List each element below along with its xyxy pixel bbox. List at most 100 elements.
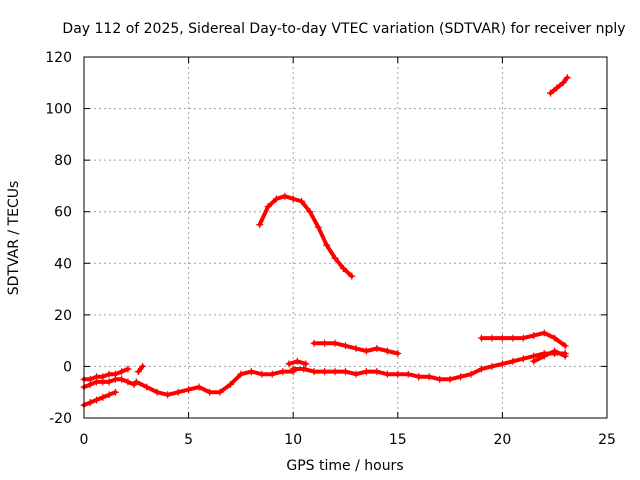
y-tick-label: 100 [45, 102, 72, 118]
series-arc-6 [289, 365, 423, 381]
data-point [530, 331, 538, 339]
data-point [93, 378, 101, 386]
data-point [348, 272, 356, 280]
x-tick-labels: 0 5 10 15 20 25 [80, 432, 616, 448]
data-point [99, 378, 107, 386]
series-line [134, 369, 296, 397]
data-point [118, 368, 126, 376]
data-point [415, 373, 423, 381]
series-line [136, 364, 145, 374]
chart-title: Day 112 of 2025, Sidereal Day-to-day VTE… [62, 21, 625, 37]
data-point [124, 365, 132, 373]
tick-layer [83, 56, 608, 419]
data-point [321, 339, 329, 347]
data-point [331, 368, 339, 376]
series-arc-12 [530, 347, 569, 365]
data-point [553, 84, 561, 92]
data-point [289, 365, 297, 373]
y-tick-label: 120 [45, 50, 72, 66]
data-point [331, 339, 339, 347]
data-point [509, 334, 517, 342]
data-point [498, 334, 506, 342]
data-point [164, 391, 172, 399]
data-point [237, 370, 245, 378]
y-tick-label: -20 [49, 411, 72, 427]
data-point [446, 375, 454, 383]
y-axis-label: SDTVAR / TECUs [6, 181, 22, 296]
y-tick-label: 40 [54, 256, 72, 272]
data-point [268, 370, 276, 378]
data-point [321, 368, 329, 376]
data-point [99, 393, 107, 401]
series-arc-1 [80, 365, 132, 383]
data-point [264, 203, 272, 211]
data-point [352, 370, 360, 378]
data-point [134, 368, 142, 376]
series-arc-13 [547, 74, 571, 97]
data-point [105, 370, 113, 378]
data-point [342, 368, 349, 376]
y-tick-labels: -20 0 20 40 60 80 100 120 [45, 50, 72, 427]
data-point [436, 375, 444, 383]
x-tick-label: 5 [184, 432, 193, 448]
data-point [143, 383, 151, 391]
series-layer [80, 74, 571, 409]
data-point [373, 368, 381, 376]
series-arc-7 [285, 357, 310, 368]
data-point [258, 370, 266, 378]
series-line [257, 194, 354, 279]
data-point [477, 334, 485, 342]
x-tick-label: 10 [284, 432, 302, 448]
data-point [247, 368, 255, 376]
data-point [93, 396, 101, 404]
data-point [331, 254, 339, 262]
data-point [342, 342, 349, 350]
data-point [289, 195, 297, 203]
data-point [383, 370, 391, 378]
data-point [519, 334, 527, 342]
data-point [404, 370, 412, 378]
series-line [531, 349, 568, 364]
data-point [477, 365, 485, 373]
data-point [105, 391, 113, 399]
data-point [509, 357, 517, 365]
data-point [293, 357, 301, 365]
data-point [118, 375, 126, 383]
plot-frame [83, 56, 608, 419]
data-point [298, 197, 306, 205]
data-point [306, 208, 314, 216]
data-point [132, 378, 140, 386]
data-point [86, 399, 94, 407]
y-tick-label: 0 [63, 359, 72, 375]
data-point [206, 388, 214, 396]
series-arc-9 [256, 192, 356, 280]
data-point [394, 370, 402, 378]
data-point [256, 221, 264, 229]
data-point [174, 388, 182, 396]
data-point [314, 223, 322, 231]
data-point [394, 350, 402, 358]
x-tick-label: 25 [598, 432, 616, 448]
data-point [285, 360, 293, 368]
y-tick-label: 60 [54, 205, 72, 221]
series-arc-8 [415, 350, 569, 383]
data-point [563, 74, 571, 82]
y-tick-label: 20 [54, 308, 72, 324]
data-point [339, 264, 347, 272]
series-line [548, 75, 570, 96]
series-arc-4 [134, 362, 147, 376]
data-point [540, 329, 548, 337]
series-arc-11 [477, 329, 569, 350]
data-point [561, 352, 569, 360]
data-point [488, 362, 496, 370]
data-point [302, 360, 310, 368]
x-tick-label: 15 [389, 432, 407, 448]
data-point [561, 342, 569, 350]
data-point [530, 357, 538, 365]
data-point [425, 373, 433, 381]
data-point [551, 347, 559, 355]
data-point [226, 380, 234, 388]
data-point [352, 344, 360, 352]
